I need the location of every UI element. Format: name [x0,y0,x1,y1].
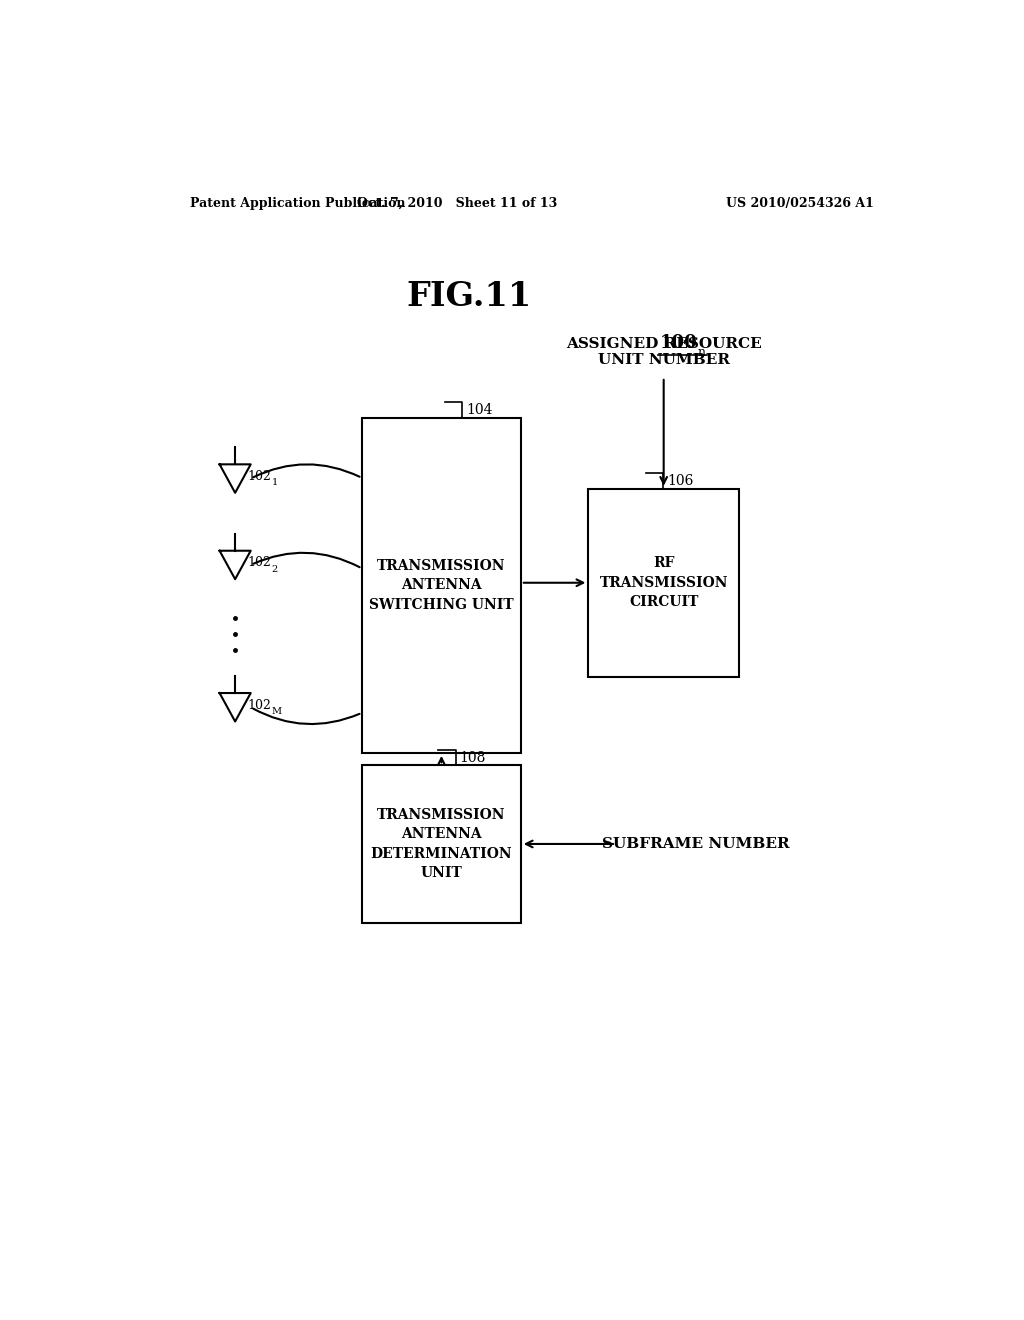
Bar [588,488,739,677]
Text: US 2010/0254326 A1: US 2010/0254326 A1 [726,197,873,210]
Text: SUBFRAME NUMBER: SUBFRAME NUMBER [602,837,790,851]
Text: 102: 102 [247,698,271,711]
Text: 2: 2 [271,565,278,574]
Text: TRANSMISSION
ANTENNA
DETERMINATION
UNIT: TRANSMISSION ANTENNA DETERMINATION UNIT [371,808,512,880]
Bar [362,417,521,752]
Text: ASSIGNED RESOURCE
UNIT NUMBER: ASSIGNED RESOURCE UNIT NUMBER [566,337,762,367]
Text: 1: 1 [271,478,278,487]
Text: FIG.11: FIG.11 [407,280,531,313]
Text: 100: 100 [659,334,697,351]
Text: 102: 102 [247,470,271,483]
Text: 108: 108 [460,751,486,764]
Text: Oct. 7, 2010   Sheet 11 of 13: Oct. 7, 2010 Sheet 11 of 13 [357,197,557,210]
Text: n: n [697,346,706,359]
Text: 106: 106 [667,474,693,488]
Text: RF
TRANSMISSION
CIRCUIT: RF TRANSMISSION CIRCUIT [599,556,728,610]
Text: Patent Application Publication: Patent Application Publication [189,197,406,210]
Text: TRANSMISSION
ANTENNA
SWITCHING UNIT: TRANSMISSION ANTENNA SWITCHING UNIT [370,558,514,611]
Text: 102: 102 [247,557,271,569]
Text: 104: 104 [466,403,493,417]
Text: M: M [271,706,282,715]
Bar [362,766,521,923]
